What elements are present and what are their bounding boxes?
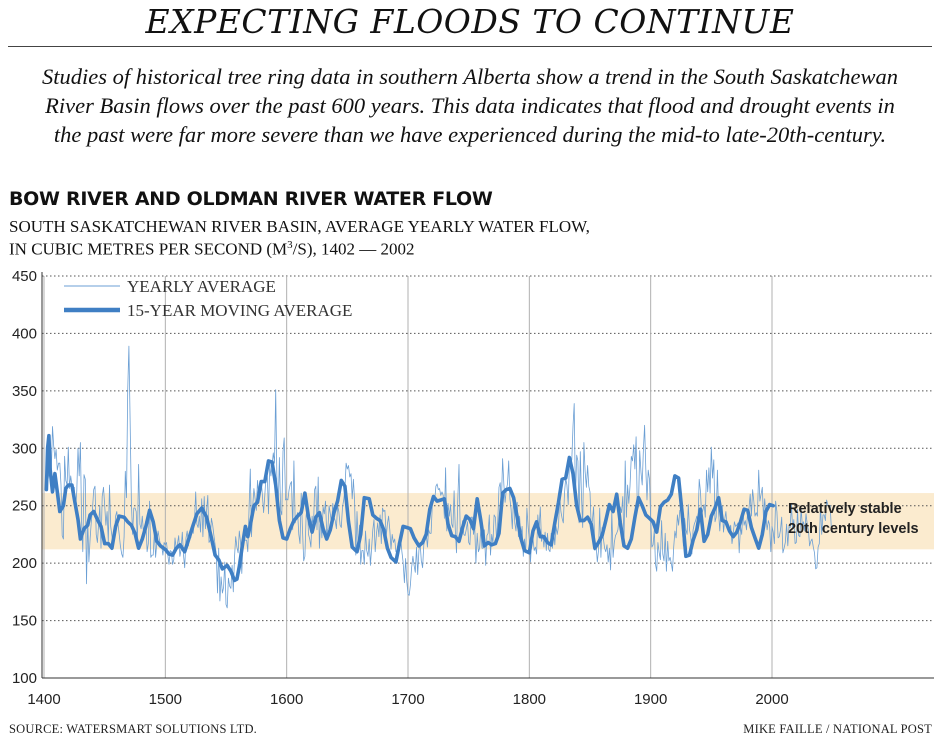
band-label-line-2: 20th century levels — [788, 521, 919, 537]
y-tick-label: 100 — [12, 670, 37, 687]
yearly-series — [46, 345, 832, 609]
headline: EXPECTING FLOODS TO CONTINUE — [145, 2, 795, 41]
legend-label-yearly: YEARLY AVERAGE — [127, 277, 276, 296]
band-annotation: Relatively stable 20th century levels — [788, 501, 919, 537]
x-tick-label: 1900 — [634, 691, 667, 708]
y-tick-label: 350 — [12, 383, 37, 400]
legend-label-moving: 15-YEAR MOVING AVERAGE — [127, 301, 352, 320]
headline-rule — [8, 46, 932, 47]
chart-title: BOW RIVER AND OLDMAN RIVER WATER FLOW — [9, 188, 493, 210]
x-tick-label: 2000 — [755, 691, 788, 708]
credit-note: MIKE FAILLE / NATIONAL POST — [743, 722, 932, 736]
subtitle-superscript: 3 — [287, 239, 293, 251]
y-tick-label: 250 — [12, 498, 37, 515]
series-line-15-year-moving-average — [44, 433, 776, 583]
series-line-yearly-average — [46, 345, 832, 609]
x-tick-label: 1500 — [149, 691, 182, 708]
x-tick-label: 1800 — [513, 691, 546, 708]
subtitle-line-1: SOUTH SASKATCHEWAN RIVER BASIN, AVERAGE … — [9, 217, 590, 236]
axes: 100 150 200 250 300 350 400 450 1400 1500 1600 1700… — [12, 268, 934, 708]
y-tick-label: 450 — [12, 268, 37, 285]
legend: YEARLY AVERAGE 15-YEAR MOVING AVERAGE — [64, 277, 352, 320]
chart-subtitle: SOUTH SASKATCHEWAN RIVER BASIN, AVERAGE … — [9, 217, 729, 259]
band-label-line-1: Relatively stable — [788, 501, 902, 517]
y-tick-label: 150 — [12, 613, 37, 630]
grid — [42, 275, 934, 678]
subtitle-line-2-pre: IN CUBIC METRES PER SECOND (M — [9, 239, 288, 259]
x-tick-label: 1600 — [270, 691, 303, 708]
moving-series — [44, 433, 776, 583]
deck-paragraph: Studies of historical tree ring data in … — [42, 64, 898, 147]
y-tick-label: 200 — [12, 555, 37, 572]
subtitle-line-2-post: /S), 1402 — 2002 — [292, 239, 415, 259]
x-tick-label: 1400 — [27, 691, 60, 708]
x-tick-label: 1700 — [391, 691, 424, 708]
source-note: SOURCE: WATERSMART SOLUTIONS LTD. — [9, 722, 258, 736]
y-tick-label: 400 — [12, 325, 37, 342]
y-tick-label: 300 — [12, 440, 37, 457]
